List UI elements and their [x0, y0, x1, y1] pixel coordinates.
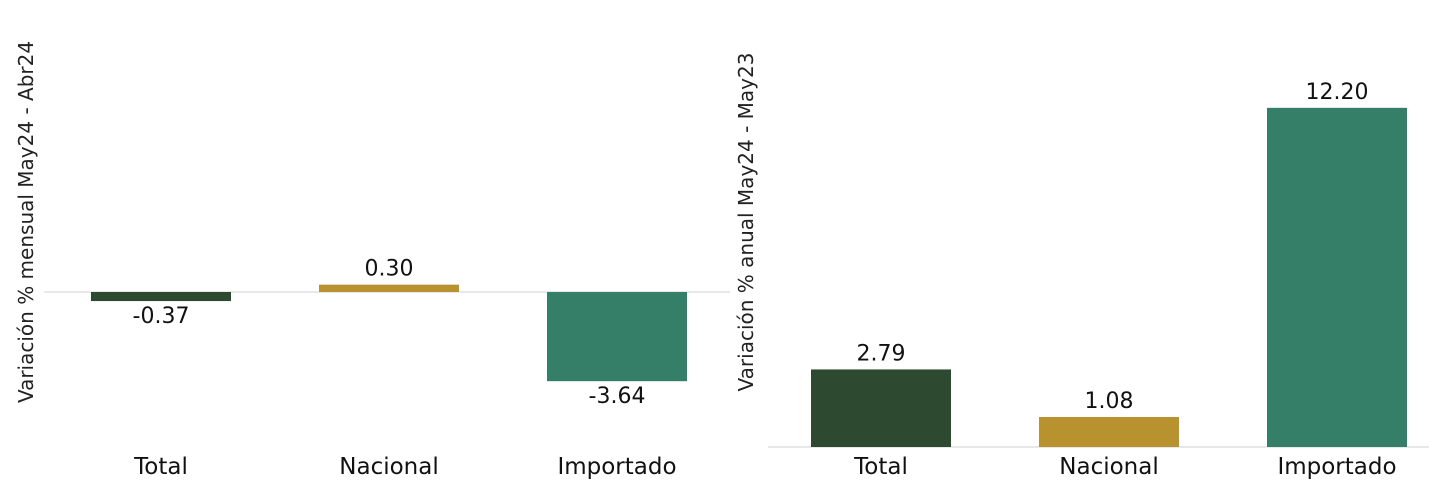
chart-annual: Variación % anual May24 - May23 2.79 1.0…	[734, 53, 1429, 480]
value-label-importado: -3.64	[589, 384, 646, 409]
chart-monthly-ylabel: Variación % mensual May24 - Abr24	[14, 41, 38, 403]
bar-nacional	[1039, 416, 1179, 447]
category-label-nacional: Nacional	[339, 454, 438, 480]
bar-importado	[547, 292, 687, 382]
bar-nacional	[319, 284, 459, 292]
value-label-nacional: 0.30	[365, 257, 414, 282]
value-label-total: 2.79	[857, 341, 906, 366]
chart-monthly: Variación % mensual May24 - Abr24 -0.37 …	[14, 41, 730, 480]
category-label-total: Total	[853, 454, 908, 480]
bar-importado	[1267, 107, 1407, 447]
value-label-importado: 12.20	[1306, 80, 1369, 105]
bar-total	[91, 292, 231, 302]
category-label-total: Total	[133, 454, 188, 480]
category-label-nacional: Nacional	[1059, 454, 1158, 480]
category-label-importado: Importado	[1277, 454, 1396, 480]
value-label-total: -0.37	[133, 304, 190, 329]
chart-annual-ylabel: Variación % anual May24 - May23	[734, 53, 758, 392]
bar-total	[811, 369, 951, 447]
category-label-importado: Importado	[557, 454, 676, 480]
value-label-nacional: 1.08	[1085, 389, 1134, 414]
